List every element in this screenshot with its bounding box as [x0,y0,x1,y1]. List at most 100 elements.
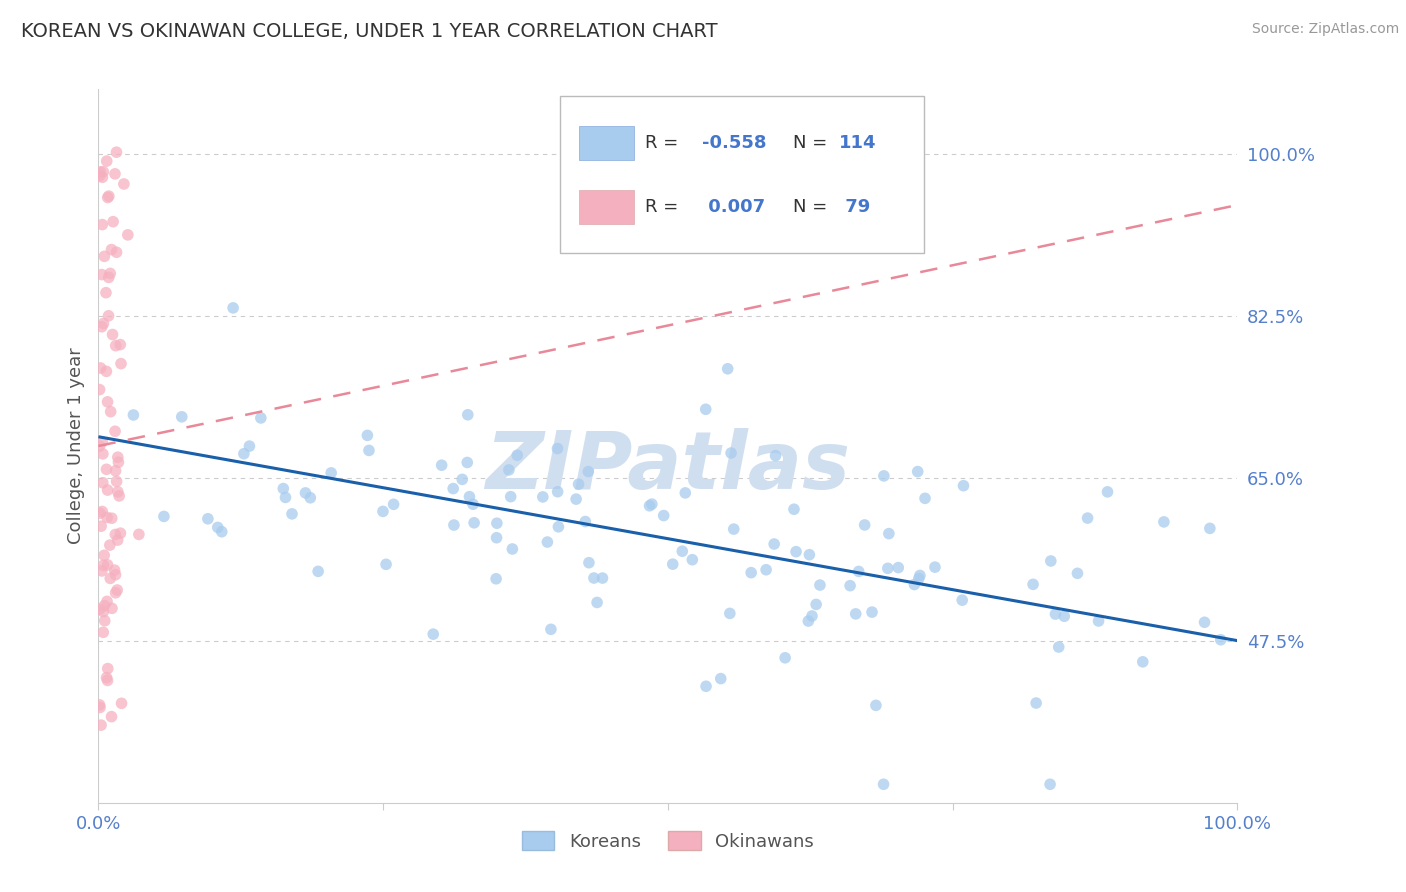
Point [93,317,115,331]
Point [273,482,295,496]
Point [222,301,245,315]
Point [592,571,614,585]
Point [382,497,405,511]
Point [547,520,569,534]
FancyBboxPatch shape [579,190,634,224]
Text: R =: R = [645,134,685,152]
Point [97,189,120,203]
Point [108,489,131,503]
Point [839,579,862,593]
Point [232,447,254,461]
Point [104,567,127,582]
Point [89,383,111,397]
Point [274,491,297,505]
Point [576,465,599,479]
Legend: Koreans, Okinawans: Koreans, Okinawans [515,824,821,858]
Text: R =: R = [645,198,685,216]
Point [96,510,118,524]
Point [717,361,740,376]
Point [96,364,118,378]
Text: N =: N = [793,134,834,152]
Point [1053,609,1076,624]
Point [238,439,260,453]
Point [1077,511,1099,525]
Point [197,512,219,526]
Point [456,455,478,469]
Point [97,309,120,323]
Point [848,565,870,579]
Point [93,558,115,573]
Point [94,285,117,300]
Point [924,560,946,574]
Point [97,662,120,676]
Point [294,486,316,500]
Point [98,571,121,585]
Point [211,524,233,539]
Point [110,526,132,541]
Point [91,218,114,232]
Point [122,408,145,422]
Point [101,601,124,615]
Point [93,605,115,619]
Point [461,497,484,511]
Point [430,458,453,473]
Point [96,671,118,685]
Point [307,565,329,579]
Point [801,609,824,624]
Point [357,443,380,458]
Point [96,558,118,572]
Point [104,339,127,353]
Point [104,563,127,577]
Point [96,594,118,608]
Point [104,464,127,478]
Point [90,564,112,578]
Point [97,395,120,409]
Point [763,537,786,551]
Point [110,357,132,371]
Point [93,249,115,263]
Point [501,541,523,556]
Point [582,571,605,585]
Point [565,492,588,507]
Point [845,607,868,621]
Point [1087,614,1109,628]
Point [91,504,114,518]
Point [755,563,778,577]
Point [90,519,112,533]
Point [907,465,929,479]
Point [641,497,664,511]
Point [90,718,112,732]
Point [207,520,229,534]
Point [799,548,821,562]
Point [104,424,127,438]
Point [104,527,127,541]
Point [441,482,464,496]
Point [100,404,122,418]
FancyBboxPatch shape [560,96,924,253]
Point [1209,632,1232,647]
Point [89,165,111,179]
Point [865,698,887,713]
Text: 0.007: 0.007 [702,198,765,216]
Point [458,490,481,504]
Point [485,531,508,545]
Point [100,511,122,525]
Point [1066,566,1088,581]
Point [100,243,122,257]
Point [783,502,806,516]
Point [1198,521,1220,535]
Point [101,327,124,342]
Text: N =: N = [793,198,834,216]
Point [105,475,128,489]
Point [90,361,112,376]
Point [89,439,111,453]
Point [128,527,150,541]
Point [96,462,118,476]
Point [463,516,485,530]
Text: ZIPatlas: ZIPatlas [485,428,851,507]
Point [567,477,589,491]
Point [112,177,135,191]
Point [89,169,111,183]
Point [89,698,111,712]
Point [952,479,974,493]
